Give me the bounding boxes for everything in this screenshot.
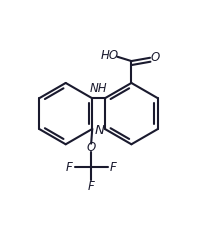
Text: F: F [110,161,117,174]
Text: HO: HO [101,49,118,62]
Text: O: O [87,141,96,154]
Text: F: F [66,161,73,174]
Text: N: N [95,123,105,137]
Text: O: O [151,51,160,64]
Text: F: F [88,181,95,194]
Text: NH: NH [90,82,107,95]
